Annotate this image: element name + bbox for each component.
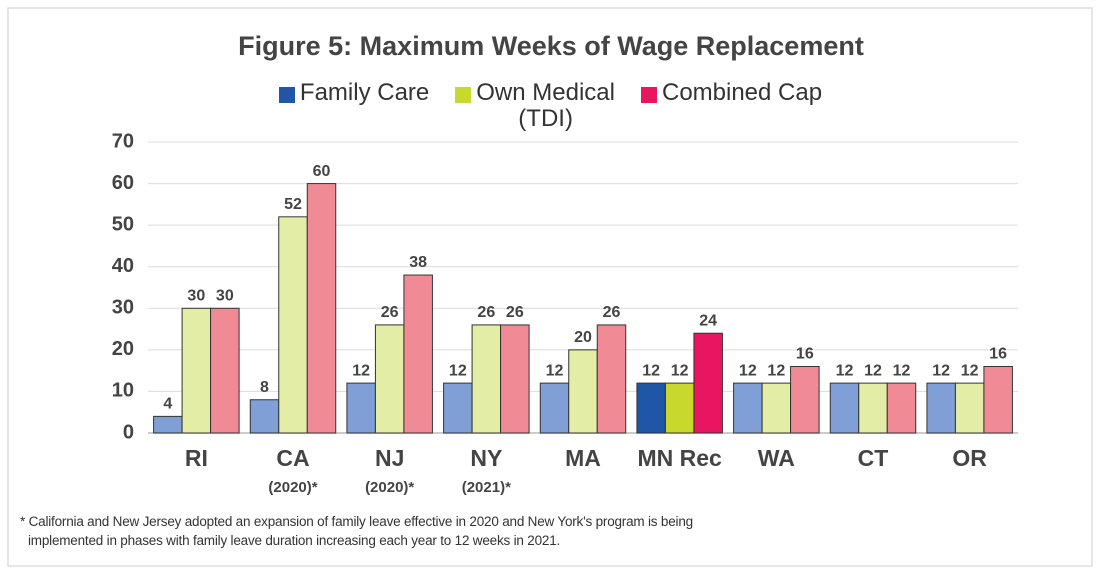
data-label: 60 [313,163,331,180]
x-tick-label: NJ [375,445,404,471]
bar [858,382,888,434]
bar [443,382,473,434]
data-label: 12 [893,362,911,379]
data-label: 12 [739,362,757,379]
bar [568,349,598,434]
data-label: 12 [961,362,979,379]
x-tick-label: MA [565,445,601,471]
data-label: 12 [836,362,854,379]
data-label: 12 [352,362,370,379]
data-label: 30 [187,288,205,305]
legend: Family Care Own Medical (TDI) Combined Cap [0,80,1101,132]
x-tick-label: MN Rec [637,445,722,471]
data-label: 16 [796,346,814,363]
y-tick-label: 20 [112,338,134,360]
data-label: 12 [449,362,467,379]
bar [471,324,502,434]
bar [926,382,956,434]
bar [983,365,1013,434]
bar [153,415,183,434]
bar [278,216,308,434]
data-label: 30 [216,288,234,305]
bar [596,324,627,434]
data-label: 4 [163,396,172,413]
y-tick-label: 0 [123,421,134,443]
bar [346,382,376,434]
data-label: 12 [671,362,689,379]
legend-label: Family Care [299,79,430,106]
bar [761,382,792,434]
x-tick-sublabel: (2020)* [365,479,414,496]
legend-label: Own Medical (TDI) [476,79,615,132]
data-label: 20 [574,329,592,346]
bar [693,332,723,434]
bar [539,382,570,434]
bar [954,382,985,434]
x-tick-label: OR [952,445,987,471]
data-label: 12 [864,362,882,379]
frame [7,7,1093,567]
data-label: 52 [284,196,302,213]
legend-swatch [278,87,295,103]
bar [181,307,212,434]
data-label: 12 [546,362,564,379]
data-label: 26 [603,304,621,321]
x-tick-label: CT [858,445,889,471]
y-tick-label: 30 [112,297,134,319]
x-tick-label: RI [185,445,208,471]
legend-item: Own Medical (TDI) [455,80,615,132]
y-tick-label: 60 [112,172,134,194]
x-tick-label: NY [470,445,502,471]
bar [210,307,240,434]
legend-label: Combined Cap [661,79,823,106]
bar [790,365,820,434]
legend-item: Family Care [278,79,430,132]
legend-swatch [640,87,657,103]
legend-item: Combined Cap [640,79,823,132]
bar [829,382,860,434]
data-label: 12 [642,362,660,379]
chart-title: Figure 5: Maximum Weeks of Wage Replacem… [238,31,864,61]
data-label: 24 [699,312,717,329]
bar [733,382,763,434]
bar [636,382,666,434]
x-tick-sublabel: (2021)* [462,479,511,496]
data-label: 12 [767,362,785,379]
x-tick-sublabel: (2020)* [268,479,317,496]
bar [249,399,280,434]
data-label: 8 [260,379,269,396]
x-tick-label: WA [758,445,795,471]
data-label: 16 [989,346,1007,363]
bar [374,324,405,434]
data-label: 26 [477,304,495,321]
legend-swatch [455,87,472,103]
data-label: 12 [932,362,950,379]
data-label: 26 [506,304,524,321]
y-tick-label: 70 [112,130,134,152]
footnote: * California and New Jersey adopted an e… [20,514,693,548]
data-label: 26 [381,304,399,321]
y-tick-label: 50 [112,213,134,235]
x-tick-label: CA [276,445,309,471]
y-tick-label: 10 [112,380,134,402]
y-tick-label: 40 [112,255,134,277]
bar [664,382,695,434]
bar [886,382,917,434]
data-label: 38 [409,254,427,271]
bar [306,183,337,434]
bar [500,324,530,434]
bar [403,274,433,434]
